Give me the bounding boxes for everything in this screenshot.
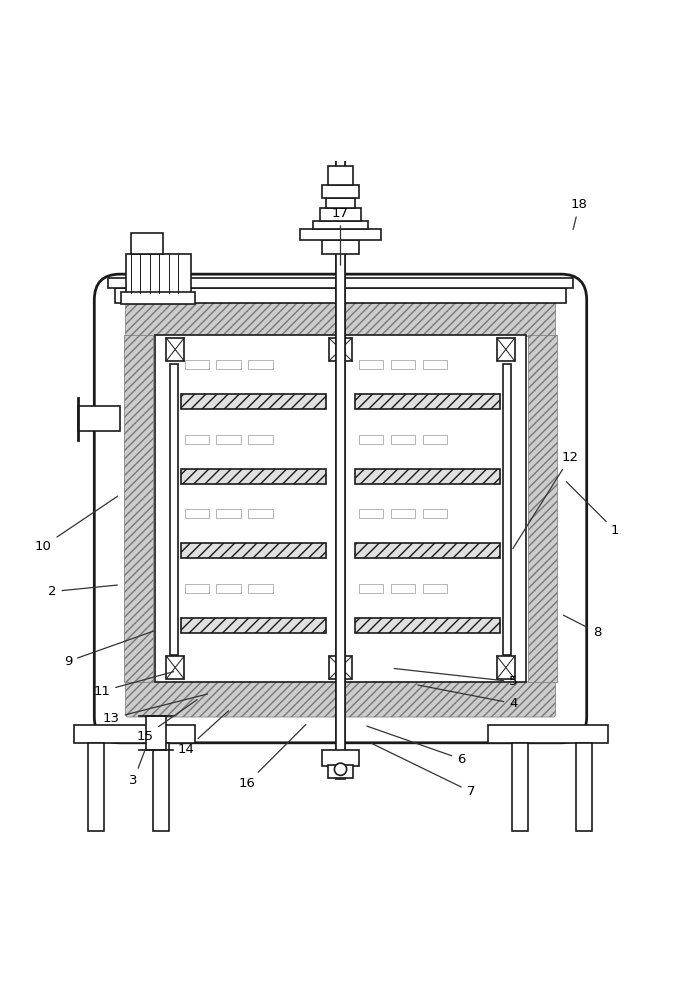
- Bar: [391, 509, 415, 518]
- Bar: [170, 364, 178, 655]
- Bar: [114, 288, 567, 303]
- Bar: [321, 185, 360, 198]
- Bar: [359, 509, 383, 518]
- Bar: [355, 618, 500, 633]
- Bar: [321, 750, 360, 766]
- Text: 11: 11: [93, 672, 174, 698]
- Bar: [166, 338, 184, 361]
- Bar: [336, 73, 345, 776]
- Bar: [185, 509, 209, 518]
- Bar: [217, 360, 241, 369]
- Text: 13: 13: [103, 694, 208, 725]
- Bar: [336, 73, 345, 779]
- Text: 17: 17: [332, 207, 349, 265]
- Bar: [249, 435, 272, 444]
- Bar: [78, 406, 120, 431]
- Text: 9: 9: [63, 631, 153, 668]
- Text: 14: 14: [178, 711, 229, 756]
- Bar: [181, 394, 326, 409]
- Bar: [166, 656, 184, 679]
- Bar: [124, 335, 153, 682]
- Bar: [359, 584, 383, 593]
- Bar: [576, 743, 592, 831]
- Bar: [217, 435, 241, 444]
- Text: 16: 16: [238, 724, 306, 790]
- Text: 5: 5: [394, 669, 518, 688]
- FancyBboxPatch shape: [125, 300, 556, 337]
- Bar: [328, 765, 353, 778]
- Bar: [125, 254, 191, 293]
- FancyBboxPatch shape: [125, 682, 556, 717]
- Bar: [217, 509, 241, 518]
- Bar: [121, 292, 195, 304]
- Bar: [217, 584, 241, 593]
- Bar: [391, 435, 415, 444]
- Bar: [300, 229, 381, 240]
- Bar: [488, 725, 608, 743]
- Circle shape: [334, 763, 347, 775]
- Bar: [423, 360, 447, 369]
- Text: 15: 15: [137, 700, 197, 743]
- Text: 4: 4: [418, 685, 518, 710]
- Bar: [355, 543, 500, 558]
- Bar: [512, 743, 528, 831]
- Bar: [497, 338, 515, 361]
- Bar: [355, 469, 500, 484]
- Bar: [320, 208, 361, 221]
- FancyBboxPatch shape: [94, 274, 587, 743]
- Bar: [528, 335, 557, 682]
- Text: 18: 18: [571, 198, 588, 229]
- Bar: [181, 618, 326, 633]
- Text: 6: 6: [367, 726, 465, 766]
- Bar: [185, 584, 209, 593]
- Bar: [88, 743, 104, 831]
- Bar: [359, 360, 383, 369]
- Bar: [181, 543, 326, 558]
- Bar: [391, 360, 415, 369]
- Text: 12: 12: [513, 451, 578, 549]
- Bar: [131, 233, 163, 254]
- Bar: [355, 394, 500, 409]
- Bar: [249, 509, 272, 518]
- Bar: [74, 725, 195, 743]
- Bar: [391, 584, 415, 593]
- Text: 1: 1: [567, 482, 620, 537]
- Bar: [423, 435, 447, 444]
- Bar: [249, 584, 272, 593]
- Bar: [359, 435, 383, 444]
- Bar: [153, 743, 169, 831]
- Bar: [185, 360, 209, 369]
- Text: 8: 8: [563, 615, 601, 639]
- Bar: [108, 278, 573, 288]
- Text: 3: 3: [129, 747, 146, 787]
- Bar: [321, 240, 360, 254]
- Bar: [423, 509, 447, 518]
- Bar: [146, 716, 166, 750]
- Bar: [423, 584, 447, 593]
- Bar: [249, 360, 272, 369]
- Bar: [497, 656, 515, 679]
- Bar: [181, 469, 326, 484]
- Bar: [503, 364, 511, 655]
- Bar: [329, 656, 352, 679]
- Bar: [185, 435, 209, 444]
- Text: 2: 2: [48, 585, 117, 598]
- Bar: [313, 221, 368, 229]
- Bar: [328, 166, 353, 185]
- Bar: [329, 338, 352, 361]
- Bar: [155, 335, 526, 682]
- Bar: [326, 198, 355, 208]
- Text: 7: 7: [371, 743, 475, 798]
- Text: 10: 10: [35, 496, 118, 553]
